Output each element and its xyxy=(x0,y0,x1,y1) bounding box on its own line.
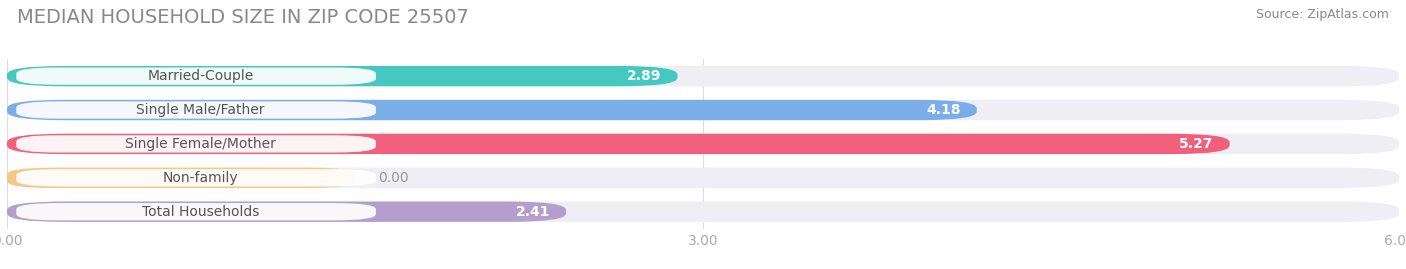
FancyBboxPatch shape xyxy=(17,101,375,119)
Text: Total Households: Total Households xyxy=(142,205,260,219)
Text: 0.00: 0.00 xyxy=(378,171,409,185)
Text: 5.27: 5.27 xyxy=(1180,137,1213,151)
Text: Single Female/Mother: Single Female/Mother xyxy=(125,137,276,151)
FancyBboxPatch shape xyxy=(7,168,1399,188)
Text: 2.89: 2.89 xyxy=(627,69,661,83)
Text: Non-family: Non-family xyxy=(163,171,239,185)
Text: Single Male/Father: Single Male/Father xyxy=(136,103,264,117)
Text: 4.18: 4.18 xyxy=(927,103,960,117)
FancyBboxPatch shape xyxy=(7,100,1399,120)
FancyBboxPatch shape xyxy=(7,66,678,86)
FancyBboxPatch shape xyxy=(7,134,1399,154)
FancyBboxPatch shape xyxy=(17,203,375,220)
FancyBboxPatch shape xyxy=(17,68,375,85)
FancyBboxPatch shape xyxy=(7,201,1399,222)
FancyBboxPatch shape xyxy=(7,134,1230,154)
Text: Married-Couple: Married-Couple xyxy=(148,69,254,83)
FancyBboxPatch shape xyxy=(7,100,977,120)
FancyBboxPatch shape xyxy=(17,169,375,186)
FancyBboxPatch shape xyxy=(7,66,1399,86)
FancyBboxPatch shape xyxy=(17,135,375,153)
Text: 2.41: 2.41 xyxy=(516,205,550,219)
Text: Source: ZipAtlas.com: Source: ZipAtlas.com xyxy=(1256,8,1389,21)
FancyBboxPatch shape xyxy=(7,168,354,188)
Text: MEDIAN HOUSEHOLD SIZE IN ZIP CODE 25507: MEDIAN HOUSEHOLD SIZE IN ZIP CODE 25507 xyxy=(17,8,468,27)
FancyBboxPatch shape xyxy=(7,201,567,222)
